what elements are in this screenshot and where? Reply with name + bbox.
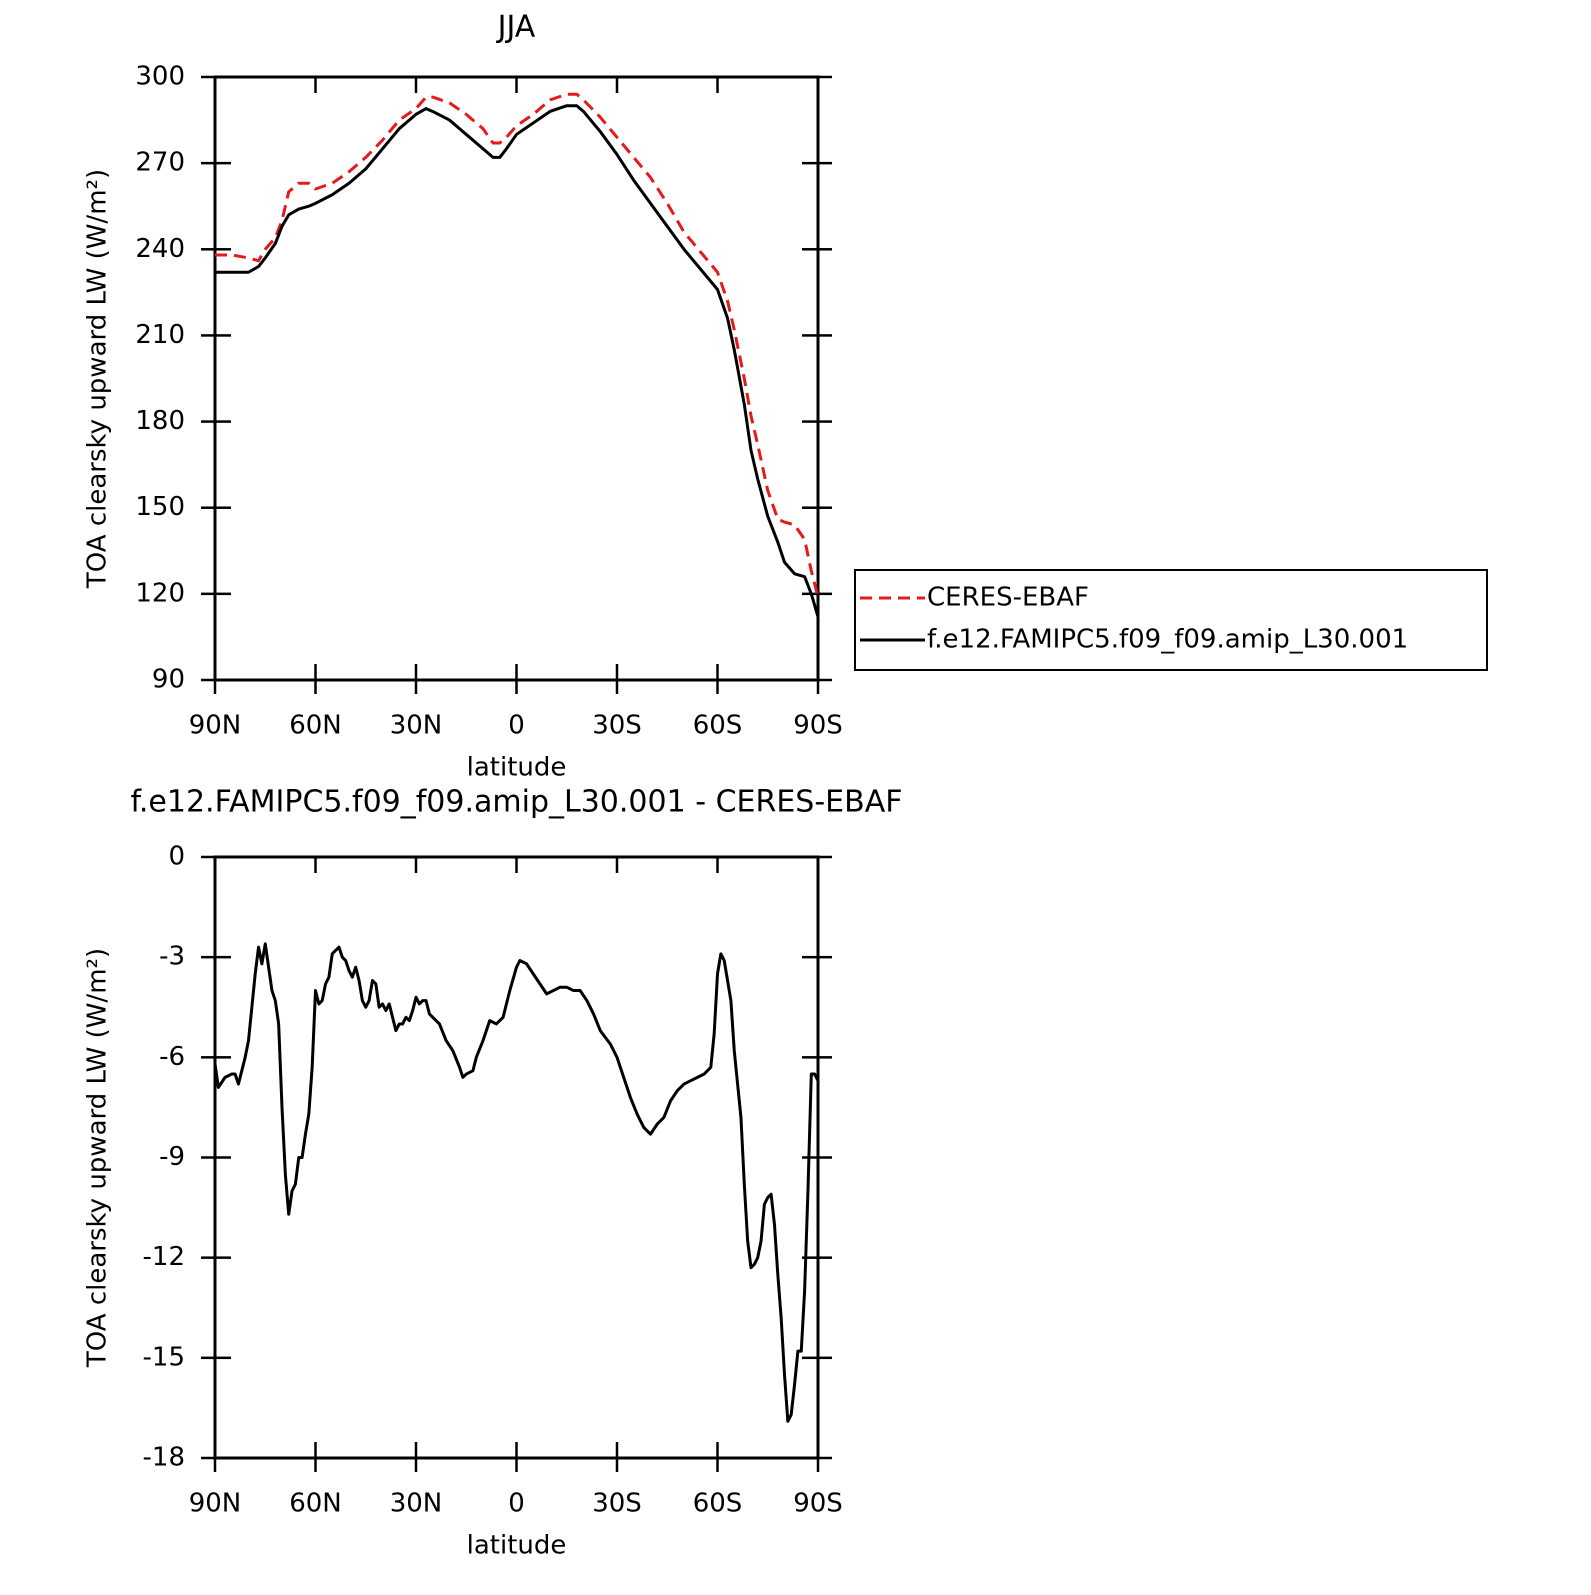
x-tick-label: 90S [793, 711, 843, 741]
plot-frame [213, 855, 820, 1460]
y-tick-label: 150 [135, 492, 185, 522]
data-line [215, 104, 820, 618]
y-tick-label: 90 [152, 665, 185, 695]
x-tick-label: 60N [289, 1489, 342, 1519]
y-axis-label: TOA clearsky upward LW (W/m²) [83, 948, 113, 1368]
y-tick-label: -12 [143, 1242, 185, 1272]
y-tick-label: 270 [135, 148, 185, 178]
plot-frame [213, 75, 820, 682]
legend-label: f.e12.FAMIPC5.f09_f09.amip_L30.001 [927, 625, 1408, 655]
x-axis-label: latitude [467, 1531, 567, 1561]
x-tick-label: 30N [390, 711, 443, 741]
chart-title: JJA [496, 10, 536, 45]
y-tick-label: -18 [143, 1443, 185, 1473]
y-tick-label: -9 [159, 1142, 185, 1172]
y-tick-label: -3 [159, 942, 185, 972]
data-line [213, 942, 820, 1423]
x-tick-label: 90S [793, 1489, 843, 1519]
y-tick-label: 120 [135, 578, 185, 608]
x-tick-label: 60N [289, 711, 342, 741]
y-axis-label: TOA clearsky upward LW (W/m²) [83, 169, 113, 589]
x-tick-label: 30S [592, 711, 642, 741]
y-tick-label: -6 [159, 1042, 185, 1072]
y-tick-label: 180 [135, 406, 185, 436]
y-tick-label: 240 [135, 234, 185, 264]
y-tick-label: 0 [168, 842, 185, 872]
chart-title: f.e12.FAMIPC5.f09_f09.amip_L30.001 - CER… [131, 785, 903, 820]
x-tick-label: 60S [693, 1489, 743, 1519]
y-tick-label: -15 [143, 1342, 185, 1372]
x-tick-label: 90N [189, 1489, 242, 1519]
x-tick-label: 0 [508, 1489, 525, 1519]
x-axis-label: latitude [467, 753, 567, 783]
x-tick-label: 0 [508, 711, 525, 741]
x-tick-label: 60S [693, 711, 743, 741]
y-tick-label: 210 [135, 320, 185, 350]
y-tick-label: 300 [135, 62, 185, 92]
x-tick-label: 30S [592, 1489, 642, 1519]
legend-box [854, 569, 1488, 671]
x-tick-label: 90N [189, 711, 242, 741]
data-line [215, 92, 820, 598]
legend-label: CERES-EBAF [927, 583, 1089, 613]
x-tick-label: 30N [390, 1489, 443, 1519]
